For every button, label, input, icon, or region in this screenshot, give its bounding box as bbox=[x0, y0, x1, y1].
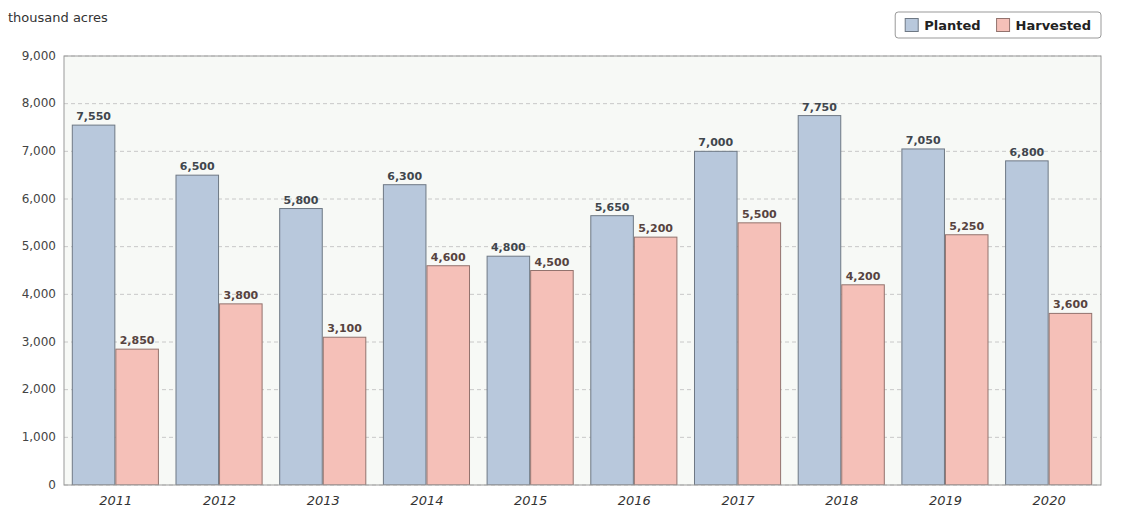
bar bbox=[531, 271, 574, 486]
x-tick-label: 2014 bbox=[410, 493, 443, 508]
legend-label: Harvested bbox=[1016, 18, 1091, 33]
legend-swatch bbox=[997, 19, 1010, 32]
x-tick-label: 2011 bbox=[99, 493, 132, 508]
bar bbox=[1006, 161, 1049, 485]
bar bbox=[116, 349, 159, 485]
data-label: 7,000 bbox=[698, 136, 733, 149]
data-label: 5,650 bbox=[595, 201, 630, 214]
bar bbox=[487, 256, 530, 485]
data-label: 5,200 bbox=[638, 222, 673, 235]
x-tick-label: 2017 bbox=[722, 493, 756, 508]
bar bbox=[72, 125, 115, 485]
x-tick-label: 2016 bbox=[618, 493, 651, 508]
legend-swatch bbox=[905, 19, 918, 32]
data-label: 5,250 bbox=[949, 220, 984, 233]
bar bbox=[945, 235, 988, 485]
bar bbox=[798, 116, 841, 485]
data-label: 4,200 bbox=[846, 270, 881, 283]
x-tick-label: 2018 bbox=[825, 493, 858, 508]
data-label: 3,800 bbox=[223, 289, 258, 302]
bar bbox=[383, 185, 426, 485]
bar bbox=[694, 151, 737, 485]
bar bbox=[176, 175, 219, 485]
bar bbox=[902, 149, 945, 485]
data-label: 3,600 bbox=[1053, 298, 1088, 311]
plot-frame bbox=[64, 56, 1101, 485]
y-tick-label: 8,000 bbox=[22, 96, 56, 110]
data-label: 6,800 bbox=[1009, 146, 1044, 159]
x-tick-label: 2020 bbox=[1033, 493, 1066, 508]
x-tick-label: 2019 bbox=[929, 493, 962, 508]
data-label: 6,500 bbox=[180, 160, 215, 173]
chart: 0 1,000 2,000 3,000 4,000 5,000 6,000 7,000 8,00… bbox=[0, 0, 1125, 525]
data-labels: 7,550 6,500 5,800 6,300 4,800 5,650 7,000 7,750… bbox=[76, 101, 1088, 348]
legend-label: Planted bbox=[924, 18, 980, 33]
data-label: 2,850 bbox=[120, 334, 155, 347]
bars bbox=[72, 116, 1091, 485]
y-tick-label: 3,000 bbox=[22, 335, 56, 349]
data-label: 4,600 bbox=[431, 251, 466, 264]
y-axis: 0 1,000 2,000 3,000 4,000 5,000 6,000 7,000 8,00… bbox=[22, 49, 56, 492]
bar bbox=[220, 304, 263, 485]
x-tick-label: 2013 bbox=[307, 493, 340, 508]
x-tick-label: 2015 bbox=[514, 493, 547, 508]
y-tick-label: 9,000 bbox=[22, 49, 56, 63]
data-label: 6,300 bbox=[387, 170, 422, 183]
bar bbox=[634, 237, 677, 485]
legend: Planted Harvested bbox=[895, 12, 1101, 38]
grid-line bbox=[64, 151, 1101, 152]
bar bbox=[427, 266, 470, 485]
data-label: 3,100 bbox=[327, 322, 362, 335]
data-label: 7,550 bbox=[76, 110, 111, 123]
y-tick-label: 4,000 bbox=[22, 287, 56, 301]
y-tick-label: 6,000 bbox=[22, 192, 56, 206]
bar bbox=[323, 337, 366, 485]
bar bbox=[280, 209, 323, 485]
data-label: 7,750 bbox=[802, 101, 837, 114]
bar bbox=[591, 216, 634, 485]
y-tick-label: 1,000 bbox=[22, 430, 56, 444]
bar bbox=[738, 223, 781, 485]
grid-line bbox=[64, 103, 1101, 104]
x-tick-label: 2012 bbox=[203, 493, 236, 508]
y-tick-label: 0 bbox=[48, 478, 56, 492]
data-label: 5,500 bbox=[742, 208, 777, 221]
legend-box bbox=[895, 12, 1101, 38]
grid bbox=[64, 56, 1101, 485]
plot-area bbox=[64, 56, 1101, 485]
bar bbox=[1049, 313, 1092, 485]
y-tick-label: 7,000 bbox=[22, 144, 56, 158]
data-label: 5,800 bbox=[284, 194, 319, 207]
x-axis: 2011 2012 2013 2014 2015 2016 2017 2018 2019 2020 bbox=[99, 493, 1065, 508]
data-label: 4,800 bbox=[491, 241, 526, 254]
data-label: 7,050 bbox=[906, 134, 941, 147]
grid-line bbox=[64, 199, 1101, 200]
y-tick-label: 2,000 bbox=[22, 382, 56, 396]
y-tick-label: 5,000 bbox=[22, 239, 56, 253]
data-label: 4,500 bbox=[535, 256, 570, 269]
y-axis-label: thousand acres bbox=[8, 10, 108, 25]
bar bbox=[842, 285, 885, 485]
